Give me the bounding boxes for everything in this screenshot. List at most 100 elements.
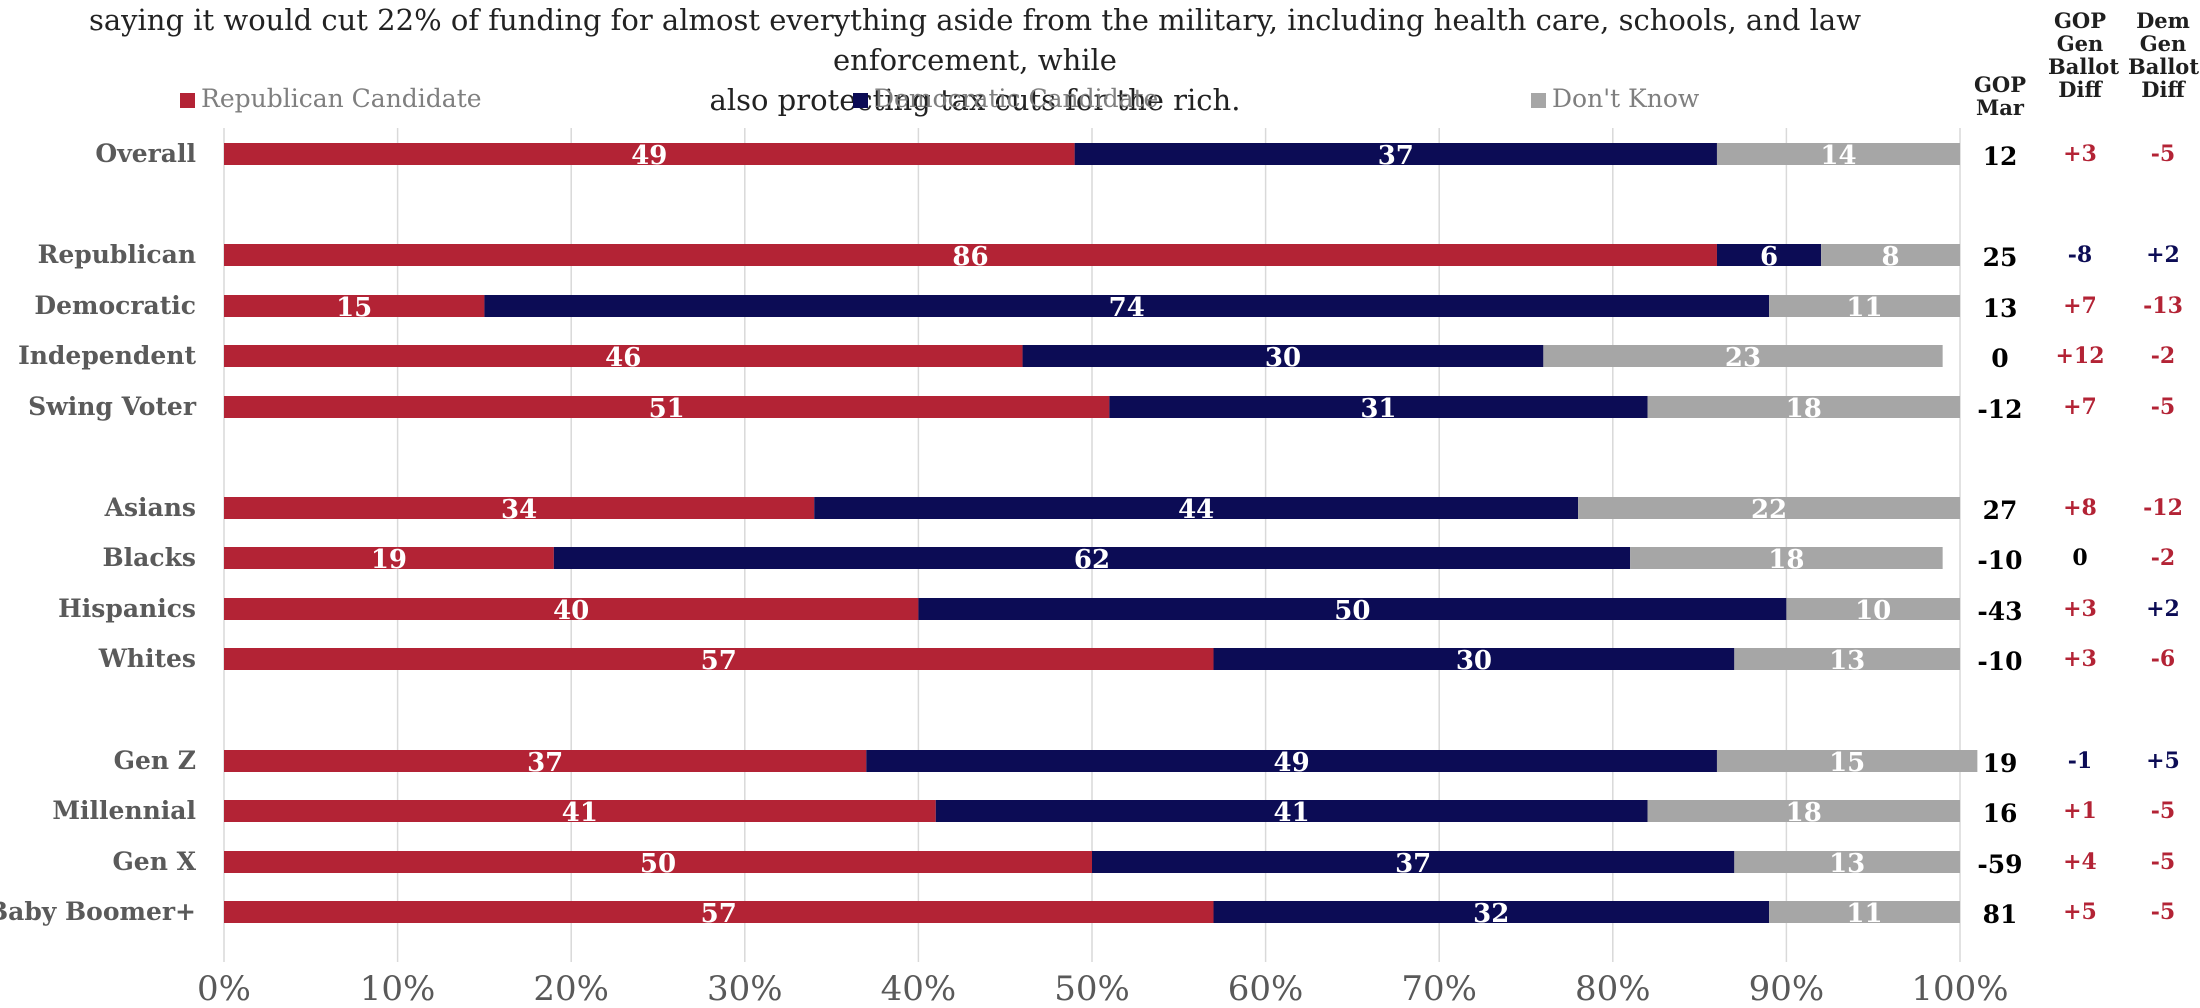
data-label-dont-know-millennial: 18	[1786, 798, 1822, 828]
gop-gen-ballot-diff-value-overall: +3	[2063, 141, 2097, 167]
gop-gen-ballot-diff-value-gen-z: -1	[2067, 748, 2093, 774]
legend-swatch-dont-know	[1531, 93, 1546, 108]
column-header-dem-gen-ballot-diff: Dem Gen Ballot Diff	[2128, 8, 2200, 102]
gop-gen-ballot-diff-value-millennial: +1	[2063, 798, 2097, 824]
data-label-democratic-asians: 44	[1178, 495, 1214, 525]
bar-democratic-whites	[1213, 648, 1735, 670]
gop-mar-value-republican: 25	[1982, 243, 2018, 272]
x-tick-label-100: 100%	[1911, 969, 2008, 1008]
legend-item-dont-know: Don't Know	[1531, 84, 1699, 113]
gop-gen-ballot-diff-value-hispanics: +3	[2063, 596, 2097, 622]
category-label-independent: Independent	[18, 341, 196, 370]
dem-gen-ballot-diff-value-whites: -6	[2150, 646, 2176, 672]
bar-dont-know-swing-voter	[1647, 396, 1960, 418]
gop-mar-value-swing-voter: -12	[1977, 395, 2023, 424]
data-label-dont-know-democratic: 11	[1846, 293, 1882, 323]
x-tick-label-30: 30%	[707, 969, 783, 1008]
gop-mar-value-blacks: -10	[1977, 546, 2023, 575]
gop-mar-value-millennial: 16	[1982, 799, 2018, 828]
dem-gen-ballot-diff-value-democratic: -13	[2143, 293, 2183, 319]
bar-dont-know-gen-z	[1716, 750, 1978, 772]
bar-republican-gen-x	[224, 851, 1092, 873]
data-label-republican-independent: 46	[605, 343, 641, 373]
dem-gen-ballot-diff-value-republican: +2	[2146, 242, 2180, 268]
x-tick-label-60: 60%	[1228, 969, 1304, 1008]
bar-democratic-independent	[1022, 345, 1544, 367]
bar-democratic-swing-voter	[1109, 396, 1648, 418]
dem-gen-ballot-diff-value-gen-x: -5	[2150, 849, 2176, 875]
bar-democratic-republican	[1716, 244, 1822, 266]
data-label-dont-know-gen-x: 13	[1829, 849, 1865, 879]
data-label-dont-know-swing-voter: 18	[1786, 394, 1822, 424]
bar-dont-know-republican	[1821, 244, 1960, 266]
x-tick-label-90: 90%	[1749, 969, 1825, 1008]
column-header-gop-gen-ballot-diff: GOP Gen Ballot Diff	[2048, 8, 2120, 102]
dem-gen-ballot-diff-value-gen-z: +5	[2146, 748, 2180, 774]
data-label-democratic-whites: 30	[1456, 646, 1492, 676]
bar-dont-know-blacks	[1630, 547, 1943, 569]
data-label-democratic-baby-boomer: 32	[1473, 899, 1509, 929]
x-tick-label-80: 80%	[1575, 969, 1651, 1008]
x-tick-label-0: 0%	[197, 969, 251, 1008]
bar-democratic-asians	[814, 497, 1579, 519]
data-label-democratic-millennial: 41	[1274, 798, 1310, 828]
legend-item-republican: Republican Candidate	[180, 84, 482, 113]
data-label-dont-know-hispanics: 10	[1855, 596, 1891, 626]
gop-gen-ballot-diff-value-asians: +8	[2063, 495, 2097, 521]
data-label-dont-know-republican: 8	[1882, 242, 1900, 272]
data-label-republican-whites: 57	[701, 646, 737, 676]
bar-democratic-gen-z	[866, 750, 1717, 772]
gop-gen-ballot-diff-value-blacks: 0	[2072, 545, 2088, 571]
dem-gen-ballot-diff-value-hispanics: +2	[2146, 596, 2180, 622]
gop-mar-value-hispanics: -43	[1977, 597, 2023, 626]
gop-mar-value-gen-x: -59	[1977, 850, 2023, 879]
data-label-republican-blacks: 19	[371, 545, 407, 575]
bar-dont-know-overall	[1716, 143, 1960, 165]
category-label-hispanics: Hispanics	[58, 594, 196, 623]
dem-gen-ballot-diff-value-millennial: -5	[2150, 798, 2176, 824]
category-label-baby-boomer: Baby Boomer+	[0, 897, 196, 926]
gop-gen-ballot-diff-value-baby-boomer: +5	[2063, 899, 2097, 925]
x-tick-label-10: 10%	[360, 969, 436, 1008]
category-label-whites: Whites	[98, 644, 196, 673]
legend-swatch-republican	[180, 93, 195, 108]
x-tick-label-20: 20%	[533, 969, 609, 1008]
bar-republican-overall	[224, 143, 1075, 165]
bar-democratic-hispanics	[918, 598, 1787, 620]
bar-democratic-gen-x	[1092, 851, 1735, 873]
dem-gen-ballot-diff-value-independent: -2	[2150, 343, 2176, 369]
x-tick-label-70: 70%	[1401, 969, 1477, 1008]
data-label-democratic-democratic: 74	[1109, 293, 1145, 323]
data-label-republican-gen-x: 50	[640, 849, 676, 879]
data-label-democratic-gen-x: 37	[1395, 849, 1431, 879]
bar-republican-democratic	[224, 295, 485, 317]
bar-republican-independent	[224, 345, 1023, 367]
bar-democratic-blacks	[553, 547, 1631, 569]
data-label-republican-baby-boomer: 57	[701, 899, 737, 929]
data-label-republican-gen-z: 37	[527, 748, 563, 778]
bar-democratic-democratic	[484, 295, 1770, 317]
category-label-democratic: Democratic	[34, 291, 196, 320]
dem-gen-ballot-diff-value-baby-boomer: -5	[2150, 899, 2176, 925]
gop-gen-ballot-diff-value-gen-x: +4	[2063, 849, 2097, 875]
dem-gen-ballot-diff-value-asians: -12	[2143, 495, 2183, 521]
data-label-dont-know-gen-z: 15	[1829, 748, 1865, 778]
bar-republican-baby-boomer	[224, 901, 1214, 923]
category-label-republican: Republican	[37, 240, 196, 269]
gop-mar-value-democratic: 13	[1982, 294, 2018, 323]
category-label-swing-voter: Swing Voter	[28, 392, 196, 421]
category-label-gen-x: Gen X	[112, 847, 196, 876]
bar-republican-swing-voter	[224, 396, 1110, 418]
gop-mar-value-independent: 0	[1991, 344, 2009, 373]
bar-dont-know-independent	[1543, 345, 1943, 367]
x-tick-label-50: 50%	[1054, 969, 1130, 1008]
bar-republican-blacks	[224, 547, 554, 569]
category-label-gen-z: Gen Z	[113, 746, 196, 775]
bar-democratic-baby-boomer	[1213, 901, 1770, 923]
chart-subtitle: saying it would cut 22% of funding for a…	[88, 3, 1862, 117]
gop-mar-value-whites: -10	[1977, 647, 2023, 676]
bar-republican-whites	[224, 648, 1214, 670]
data-label-democratic-blacks: 62	[1074, 545, 1110, 575]
bar-republican-hispanics	[224, 598, 919, 620]
